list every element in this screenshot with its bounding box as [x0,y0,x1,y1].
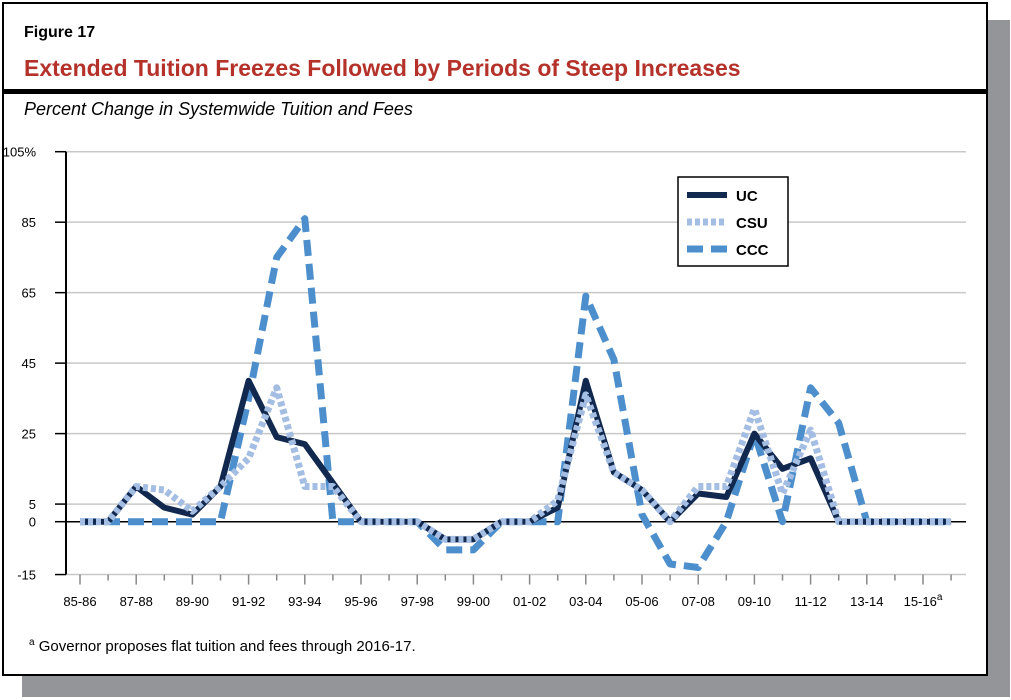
series-line-csu [80,384,952,543]
y-tick-label: 0 [29,515,36,530]
x-tick-label: 05-06 [625,594,658,609]
y-tick-label: 5 [29,497,36,512]
legend-label-ccc: CCC [736,242,769,259]
figure-frame: Figure 17 Extended Tuition Freezes Follo… [2,2,988,676]
x-tick-label: 87-88 [120,594,153,609]
y-tick-label: 105% [3,145,37,160]
x-tick-label: 95-96 [344,594,377,609]
legend-label-uc: UC [736,188,758,205]
y-tick-label: 25 [22,427,36,442]
footnote-marker: a [29,637,35,648]
x-tick-label: 09-10 [738,594,771,609]
y-tick-label: 85 [22,215,36,230]
footnote-text: Governor proposes flat tuition and fees … [38,638,416,655]
x-tick-label: 01-02 [513,594,546,609]
x-tick-label: 13-14 [850,594,883,609]
x-tick-label: 07-08 [682,594,715,609]
series-line-ccc [80,215,952,572]
series-line-uc [80,377,952,543]
x-tick-label: 85-86 [63,594,96,609]
x-tick-label: 03-04 [569,594,602,609]
x-tick-label: 97-98 [401,594,434,609]
y-tick-label: -15 [17,568,36,583]
legend-label-csu: CSU [736,215,768,232]
title-rule [4,89,986,94]
figure-label: Figure 17 [24,24,96,41]
x-tick-label: 11-12 [794,594,826,609]
x-tick-label: 91-92 [232,594,265,609]
footnote: a Governor proposes flat tuition and fee… [29,637,416,655]
legend-box [677,176,789,267]
x-tick-label: 99-00 [457,594,490,609]
y-tick-label: 65 [22,286,36,301]
figure-title: Extended Tuition Freezes Followed by Per… [24,55,741,81]
x-tick-label: 93-94 [288,594,321,609]
x-tick-label: 89-90 [176,594,209,609]
x-tick-label: 15-16a [904,592,943,609]
y-tick-label: 45 [22,356,36,371]
chart-subtitle: Percent Change in Systemwide Tuition and… [24,99,413,119]
